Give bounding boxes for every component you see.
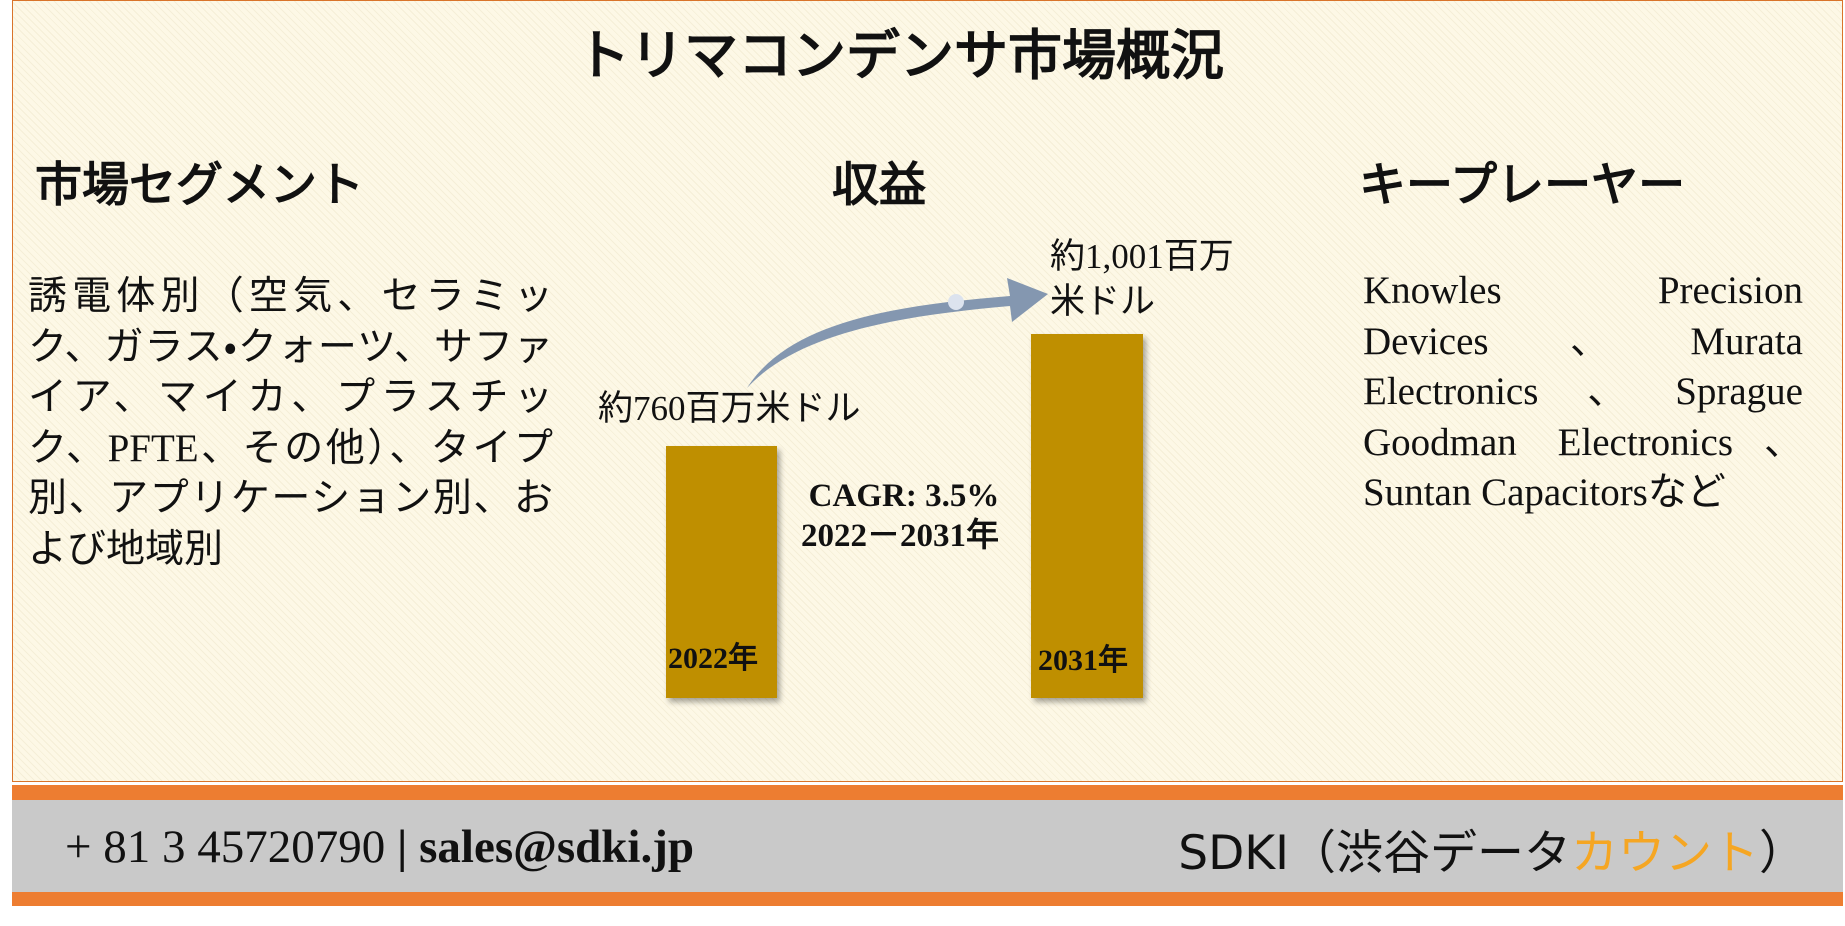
section-heading: 収益 (832, 160, 926, 212)
bar-year: 2031年 (1038, 644, 1128, 677)
footer-band-top (12, 785, 1843, 800)
company-highlight: カウント (1571, 826, 1759, 881)
phone: + 81 3 45720790 (65, 821, 386, 873)
company-name: SDKI（渋谷データ (1178, 826, 1571, 881)
growth-arrow (747, 278, 1048, 388)
footer-band-bottom (12, 892, 1843, 906)
bar-2022 (666, 446, 777, 698)
bar-year: 2022年 (668, 642, 758, 675)
section-heading: キープレーヤー (1359, 160, 1686, 212)
title: トリマコンデンサ市場概況 (576, 26, 1224, 86)
company: SDKI（渋谷データカウント） (1178, 814, 1806, 883)
segments-text: 誘電体別（空気、セラミック、ガラス・クォーツ、サファイア、マイカ、プラスチック、… (28, 275, 553, 571)
section-heading: 市場セグメント (35, 160, 364, 212)
bar-2031 (1031, 334, 1143, 698)
players-text: Knowles Precision Devices、Murata Electro… (1363, 269, 1803, 515)
bar-label: 約1,001百万米ドル (1050, 237, 1234, 321)
bar-label: 約760百万米ドル (598, 389, 861, 428)
contact: + 81 3 45720790 | sales@sdki.jp (65, 820, 694, 874)
company-end: ） (1759, 826, 1806, 881)
email: sales@sdki.jp (419, 821, 695, 873)
separator: | (397, 821, 408, 873)
cagr-period: 2022－2031年 (801, 517, 999, 554)
panel (12, 0, 1843, 782)
footer-bar (12, 800, 1843, 892)
arrow-dot (948, 294, 964, 310)
cagr: CAGR: 3.5% (809, 478, 1000, 514)
